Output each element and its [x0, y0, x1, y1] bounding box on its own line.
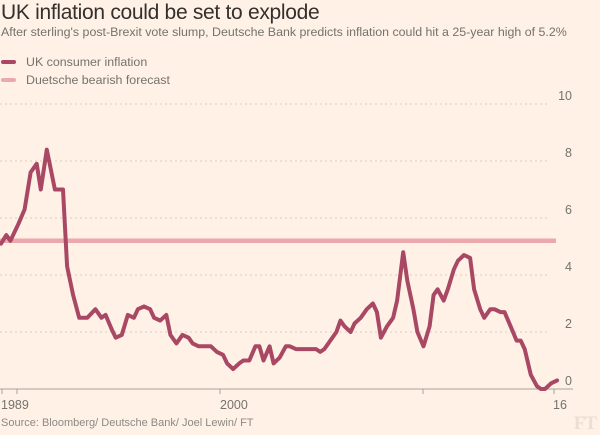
y-tick-label: 2 — [565, 317, 572, 331]
gridlines — [0, 103, 548, 333]
x-tick-label: 1989 — [1, 398, 29, 412]
chart-subtitle: After sterling's post-Brexit vote slump,… — [1, 25, 567, 39]
y-tick-label: 4 — [565, 260, 572, 274]
x-tick-label: 2000 — [220, 398, 248, 412]
y-tick-label: 10 — [558, 89, 572, 103]
legend-item-uk-inflation: UK consumer inflation — [1, 53, 170, 71]
legend-swatch-uk-inflation — [1, 60, 16, 64]
source-note: Source: Bloomberg/ Deutsche Bank/ Joel L… — [1, 417, 254, 429]
ft-logo: FT — [573, 413, 597, 434]
x-tick-label: 16 — [553, 398, 567, 412]
y-tick-label: 8 — [565, 146, 572, 160]
y-tick-label: 6 — [565, 203, 572, 217]
y-axis: 0 2 4 6 8 10 — [558, 89, 572, 388]
series-layer — [0, 147, 560, 391]
legend-label: UK consumer inflation — [26, 55, 148, 69]
chart-title: UK inflation could be set to explode — [1, 1, 320, 24]
x-axis: 1989 2000 16 — [0, 388, 573, 412]
legend-swatch-deutsche-forecast — [1, 78, 16, 82]
legend: UK consumer inflation Duetsche bearish f… — [1, 53, 170, 89]
legend-item-deutsche-forecast: Duetsche bearish forecast — [1, 71, 170, 89]
series-line-uk-inflation — [0, 147, 560, 391]
legend-label: Duetsche bearish forecast — [26, 73, 170, 87]
y-tick-label: 0 — [565, 374, 572, 388]
